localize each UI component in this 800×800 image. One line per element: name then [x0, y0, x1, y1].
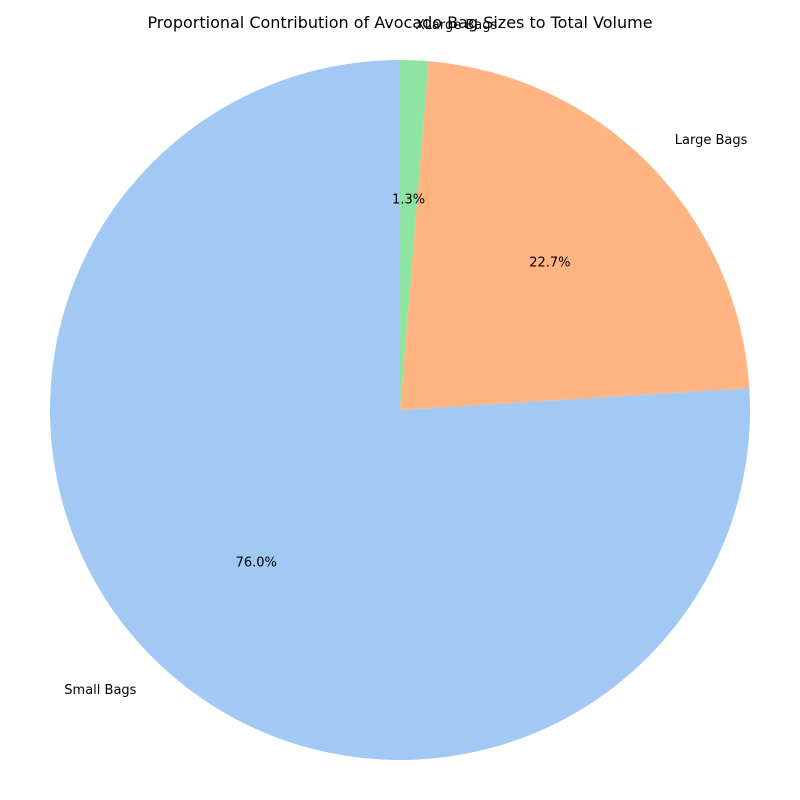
category-label: XLarge Bags [416, 18, 498, 33]
percent-labels: 76.0% 22.7% 1.3% [236, 193, 571, 571]
percent-label: 22.7% [529, 255, 570, 270]
pie-slice-small-bags [49, 60, 750, 760]
percent-label: 76.0% [236, 556, 277, 571]
category-labels: Small Bags Large Bags XLarge Bags [64, 18, 747, 698]
pie-slice-xlarge-bags [400, 60, 429, 410]
percent-label: 1.3% [392, 193, 425, 208]
pie-slices [49, 60, 750, 760]
chart-title: Proportional Contribution of Avocado Bag… [147, 13, 652, 32]
category-label: Large Bags [675, 133, 748, 148]
category-label: Small Bags [64, 683, 136, 698]
pie-slice-large-bags [400, 61, 750, 410]
